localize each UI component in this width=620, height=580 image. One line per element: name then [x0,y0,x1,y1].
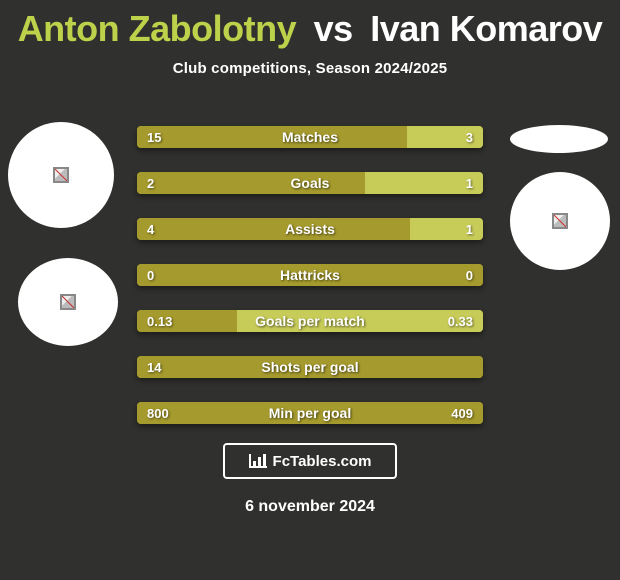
comparison-chart: 15 3 Matches 2 1 Goals 4 1 Assists 0 0 H… [137,126,483,448]
bar-row: 14 Shots per goal [137,356,483,378]
bar-left-value: 800 [137,402,451,424]
subtitle: Club competitions, Season 2024/2025 [0,60,620,77]
brand-badge: FcTables.com [223,443,397,479]
player1-avatar [8,122,114,228]
title-player1: Anton Zabolotny [18,8,296,49]
bar-right-value [473,356,483,378]
chart-icon [249,454,267,468]
player2-club-logo [510,125,608,153]
bar-left-value: 14 [137,356,473,378]
title-vs: vs [314,8,353,49]
bar-row: 0 0 Hattricks [137,264,483,286]
bar-row: 0.13 0.33 Goals per match [137,310,483,332]
broken-image-icon [60,294,76,310]
broken-image-icon [53,167,69,183]
brand-text: FcTables.com [273,453,372,470]
page-title: Anton Zabolotny vs Ivan Komarov [0,0,620,50]
bar-left-value: 4 [137,218,410,240]
title-player2: Ivan Komarov [370,8,602,49]
bar-right-value: 1 [365,172,483,194]
bar-row: 2 1 Goals [137,172,483,194]
bar-row: 4 1 Assists [137,218,483,240]
player1-club-logo [18,258,118,346]
bar-right-value: 409 [451,402,483,424]
bar-left-value: 2 [137,172,365,194]
bar-row: 15 3 Matches [137,126,483,148]
bar-right-value: 3 [407,126,483,148]
bar-left-value: 0 [137,264,466,286]
bar-row: 800 409 Min per goal [137,402,483,424]
player2-avatar [510,172,610,270]
bar-left-value: 15 [137,126,407,148]
bar-right-value: 0 [466,264,483,286]
bar-right-value: 0.33 [237,310,483,332]
bar-right-value: 1 [410,218,483,240]
broken-image-icon [552,213,568,229]
bar-left-value: 0.13 [137,310,237,332]
footer-date: 6 november 2024 [0,498,620,516]
